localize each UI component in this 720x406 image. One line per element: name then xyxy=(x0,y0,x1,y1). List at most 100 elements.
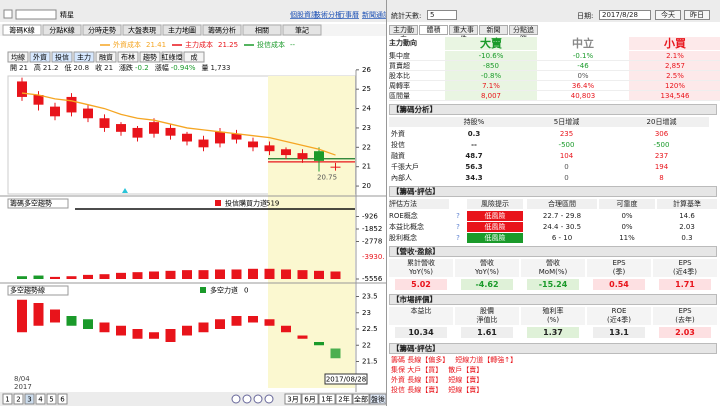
quote-value: 21 xyxy=(19,64,28,72)
toggle-button[interactable] xyxy=(183,51,205,63)
range-button[interactable] xyxy=(301,393,319,405)
range-label[interactable]: 3月 xyxy=(287,396,298,404)
bar xyxy=(83,274,93,279)
page-button[interactable] xyxy=(35,393,46,405)
stock-input[interactable] xyxy=(15,9,57,20)
page-button[interactable] xyxy=(57,393,68,405)
metric-header: 本益比 xyxy=(389,307,453,325)
tab[interactable] xyxy=(282,24,322,36)
page-button[interactable] xyxy=(46,393,57,405)
page-button[interactable] xyxy=(24,393,35,405)
tab[interactable] xyxy=(82,24,122,36)
tab-label[interactable]: 相關 xyxy=(255,26,269,35)
candle-body xyxy=(66,96,77,113)
toggle-label[interactable]: 布林 xyxy=(121,53,135,62)
tab-label[interactable]: 分時走勢 xyxy=(88,26,116,35)
candle-body xyxy=(198,139,209,148)
range-bar xyxy=(297,335,308,339)
table-header: 評估方法 xyxy=(389,199,449,209)
range-label[interactable]: 1年 xyxy=(321,395,332,404)
bar xyxy=(215,269,225,279)
tab: 新聞 xyxy=(479,25,508,35)
nav-link[interactable]: 行事曆 xyxy=(338,10,359,19)
range-label[interactable]: 盤後 xyxy=(371,395,385,404)
range-button[interactable] xyxy=(335,393,353,405)
toggle-label[interactable]: 趨勢 xyxy=(143,53,157,62)
tab[interactable] xyxy=(242,24,282,36)
tab[interactable] xyxy=(202,24,242,36)
tab-label[interactable]: 籌碼K線 xyxy=(9,26,35,35)
zoom-button[interactable] xyxy=(264,394,274,404)
evaluation-text: 短線力道【轉強↑】 xyxy=(455,356,518,364)
page-label[interactable]: 6 xyxy=(60,396,65,404)
metric-header: EPS (近4季) xyxy=(653,259,717,277)
toggle-label[interactable]: 均線 xyxy=(11,53,25,62)
page-label[interactable]: 3 xyxy=(27,396,31,404)
panel-title[interactable]: 籌碼多空趨勢 xyxy=(10,199,52,208)
section-title: 【籌碼分析】 xyxy=(389,104,717,115)
nav-link[interactable]: 個股資訊 xyxy=(290,10,318,19)
chips-cell: 投信 xyxy=(391,141,405,149)
range-label[interactable]: 6月 xyxy=(304,396,315,404)
zoom-button[interactable] xyxy=(231,394,241,404)
tab[interactable] xyxy=(42,24,82,36)
toggle-label[interactable]: 投信 xyxy=(55,53,69,62)
bar xyxy=(17,276,27,279)
legend-name: 外資成本 xyxy=(113,40,141,49)
nav-link[interactable]: 新聞通訊 xyxy=(362,10,386,19)
range-bar xyxy=(198,322,209,333)
toggle-label[interactable]: 融資 xyxy=(99,53,113,62)
tab[interactable] xyxy=(162,24,202,36)
tab-label[interactable]: 主力地圖 xyxy=(168,26,196,35)
panel-title[interactable]: 多空趨勢線 xyxy=(10,286,45,295)
flow-header: 主力動向 xyxy=(389,37,445,50)
range-button[interactable] xyxy=(369,393,386,405)
page-label[interactable]: 5 xyxy=(49,396,53,404)
chips-cell: 194 xyxy=(654,163,669,171)
range-button[interactable] xyxy=(284,393,302,405)
candle-body xyxy=(314,151,324,161)
dropdown[interactable] xyxy=(7,285,69,296)
range-bar xyxy=(99,322,110,333)
range-label[interactable]: 全部 xyxy=(354,395,368,404)
quote-value: 20.8 xyxy=(74,64,90,72)
y-tick-label: -1852 xyxy=(362,225,382,233)
page-label[interactable]: 2 xyxy=(16,396,20,404)
toggle-label[interactable]: 紅綠燈 xyxy=(162,53,183,62)
tab-label[interactable]: 籌碼分析 xyxy=(208,26,236,35)
zoom-button[interactable] xyxy=(242,394,252,404)
nav-link[interactable]: 技術分析 xyxy=(314,10,342,19)
evaluation-text: 短線【賣】 xyxy=(448,376,484,384)
indicator-swatch xyxy=(215,200,221,206)
tab-label[interactable]: 筆記 xyxy=(295,26,309,35)
tab[interactable] xyxy=(122,24,162,36)
indicator-name: 投信購買力道 xyxy=(225,199,267,208)
toggle-label[interactable]: 主力 xyxy=(77,53,91,62)
toggle-button[interactable] xyxy=(95,51,117,63)
tab[interactable] xyxy=(2,24,42,36)
toggle-button[interactable] xyxy=(7,51,29,63)
tab-label[interactable]: 大盤表現 xyxy=(128,26,156,35)
zoom-button[interactable] xyxy=(253,394,263,404)
range-label[interactable]: 2年 xyxy=(338,395,349,404)
tab-label[interactable]: 分點K線 xyxy=(49,26,75,35)
toggle-button[interactable] xyxy=(29,51,51,63)
page-button[interactable] xyxy=(2,393,13,405)
toggle-button[interactable] xyxy=(51,51,73,63)
dropdown[interactable] xyxy=(7,198,69,209)
toggle-button[interactable] xyxy=(117,51,139,63)
toggle-button[interactable] xyxy=(139,51,161,63)
valuation-cell: 11% xyxy=(619,234,635,242)
candle-body xyxy=(215,131,225,144)
range-button[interactable] xyxy=(352,393,370,405)
toggle-button[interactable] xyxy=(73,51,95,63)
range-button[interactable] xyxy=(318,393,336,405)
page-label[interactable]: 1 xyxy=(5,396,9,404)
page-button[interactable] xyxy=(13,393,24,405)
toggle-button[interactable] xyxy=(161,51,183,63)
icon[interactable] xyxy=(3,9,13,19)
toggle-label[interactable]: 成 xyxy=(191,53,198,62)
page-label[interactable]: 4 xyxy=(38,396,43,404)
flow-cell: 2,857 xyxy=(629,61,720,71)
toggle-label[interactable]: 外資 xyxy=(33,53,47,62)
